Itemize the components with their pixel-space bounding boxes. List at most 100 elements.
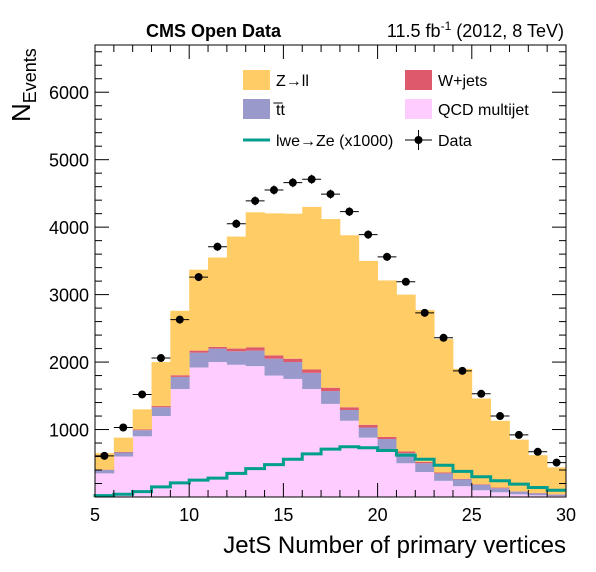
x-tick-label-20: 20 bbox=[368, 505, 388, 525]
bar-w-jets-12 bbox=[321, 387, 341, 392]
y-tick-label-3000: 3000 bbox=[49, 286, 89, 306]
signal-line-group bbox=[93, 445, 566, 498]
data-point-4 bbox=[170, 315, 190, 324]
bar-qcd-multijet-19 bbox=[452, 486, 473, 497]
legend-label-lwe-ze-x1000: lwe→Ze (x1000) bbox=[276, 133, 393, 150]
bar-t-t-17 bbox=[415, 463, 435, 473]
data-point-1 bbox=[113, 423, 133, 432]
data-point-18 bbox=[434, 333, 453, 342]
legend-label-t-t: t̅t bbox=[273, 102, 285, 119]
bar-t-t-22 bbox=[509, 491, 529, 495]
legend-entry-lwe-ze-x1000: lwe→Ze (x1000) bbox=[243, 133, 393, 150]
bar-z-ll-15 bbox=[377, 280, 397, 437]
data-point-20 bbox=[471, 389, 491, 398]
bar-z-ll-6 bbox=[208, 257, 228, 347]
data-point-15 bbox=[377, 252, 397, 261]
data-points bbox=[95, 174, 566, 467]
data-point-3 bbox=[151, 354, 171, 363]
bar-z-ll-11 bbox=[302, 206, 322, 370]
bar-t-t-13 bbox=[339, 409, 360, 421]
bar-w-jets-21 bbox=[490, 487, 510, 489]
chart-title: CMS Open Data bbox=[146, 21, 282, 41]
bar-z-ll-14 bbox=[358, 260, 378, 425]
bar-z-ll-3 bbox=[151, 362, 171, 407]
data-point-11 bbox=[302, 174, 322, 184]
x-tick-label-10: 10 bbox=[179, 505, 199, 525]
bar-t-t-2 bbox=[132, 430, 152, 437]
bar-qcd-multijet-15 bbox=[377, 451, 397, 497]
lumi-label: 11.5 fb-1 (2012, 8 TeV) bbox=[387, 19, 564, 41]
bar-t-t-23 bbox=[528, 493, 548, 496]
bar-z-ll-24 bbox=[547, 467, 567, 495]
bar-t-t-9 bbox=[264, 358, 284, 376]
legend-entry-qcd-multijet: QCD multijet bbox=[405, 99, 529, 119]
bar-t-t-11 bbox=[302, 372, 322, 390]
data-point-19 bbox=[452, 366, 472, 375]
plot-frame bbox=[94, 44, 567, 498]
legend-label-w-jets: W+jets bbox=[438, 73, 487, 90]
x-tick-label-25: 25 bbox=[462, 505, 482, 525]
bar-qcd-multijet-5 bbox=[189, 367, 209, 497]
bar-w-jets-5 bbox=[189, 350, 209, 353]
bar-w-jets-14 bbox=[358, 424, 378, 428]
data-point-10 bbox=[283, 178, 303, 188]
bar-w-jets-18 bbox=[434, 472, 454, 474]
bar-z-ll-17 bbox=[415, 310, 435, 462]
data-point-13 bbox=[339, 207, 359, 217]
bar-qcd-multijet-8 bbox=[245, 366, 265, 497]
bar-z-ll-16 bbox=[396, 294, 416, 452]
bar-t-t-0 bbox=[95, 470, 115, 474]
bar-z-ll-20 bbox=[471, 398, 492, 485]
bar-qcd-multijet-1 bbox=[113, 456, 134, 497]
bar-t-t-15 bbox=[377, 438, 397, 452]
legend-swatch-w-jets bbox=[405, 70, 432, 90]
bar-t-t-4 bbox=[170, 376, 190, 390]
data-point-8 bbox=[245, 196, 265, 206]
x-axis-label: JetS Number of primary vertices bbox=[223, 532, 566, 559]
legend-swatch-data bbox=[414, 136, 423, 144]
bar-z-ll-21 bbox=[490, 420, 510, 488]
bar-z-ll-19 bbox=[452, 368, 473, 479]
bar-t-t-7 bbox=[226, 351, 247, 365]
bar-w-jets-9 bbox=[264, 355, 284, 359]
bar-z-ll-7 bbox=[226, 236, 247, 349]
y-tick-label-6000: 6000 bbox=[49, 83, 89, 103]
y-tick-label-5000: 5000 bbox=[49, 151, 89, 171]
data-point-22 bbox=[509, 430, 529, 439]
bar-w-jets-10 bbox=[283, 358, 303, 363]
axes: 5 10 15 20 25 30 1000 2000 3000 4000 5000 6000 bbox=[49, 45, 576, 525]
bar-w-jets-3 bbox=[151, 406, 171, 408]
bar-w-jets-7 bbox=[226, 348, 247, 352]
bar-qcd-multijet-21 bbox=[490, 492, 510, 497]
legend-label-z-ll: Z→ll bbox=[276, 73, 309, 90]
bar-t-t-16 bbox=[396, 453, 416, 464]
bar-qcd-multijet-23 bbox=[528, 495, 548, 497]
legend-label-data: Data bbox=[438, 133, 472, 150]
bar-qcd-multijet-0 bbox=[95, 473, 115, 497]
y-axis-label: NEvents bbox=[6, 48, 40, 122]
bar-t-t-19 bbox=[452, 479, 473, 487]
bar-z-ll-10 bbox=[283, 213, 303, 359]
bar-qcd-multijet-18 bbox=[434, 480, 454, 497]
bar-qcd-multijet-20 bbox=[471, 490, 492, 497]
bar-z-ll-0 bbox=[95, 453, 115, 470]
bar-z-ll-18 bbox=[434, 339, 454, 473]
data-point-9 bbox=[264, 185, 284, 195]
y-tick-label-1000: 1000 bbox=[49, 421, 89, 441]
bar-qcd-multijet-3 bbox=[151, 416, 171, 497]
bar-qcd-multijet-16 bbox=[396, 463, 416, 497]
bar-w-jets-17 bbox=[415, 461, 435, 464]
data-point-5 bbox=[189, 273, 209, 282]
bar-t-t-24 bbox=[547, 494, 567, 496]
data-point-2 bbox=[132, 390, 152, 399]
legend-entry-t-t: t̅t bbox=[243, 99, 285, 119]
bar-w-jets-19 bbox=[452, 478, 473, 480]
bar-w-jets-4 bbox=[170, 375, 190, 377]
bar-z-ll-1 bbox=[113, 437, 134, 452]
bar-qcd-multijet-13 bbox=[339, 420, 360, 497]
bar-qcd-multijet-11 bbox=[302, 389, 322, 497]
bar-w-jets-2 bbox=[132, 429, 152, 431]
bar-t-t-1 bbox=[113, 452, 134, 457]
bar-qcd-multijet-7 bbox=[226, 364, 247, 497]
